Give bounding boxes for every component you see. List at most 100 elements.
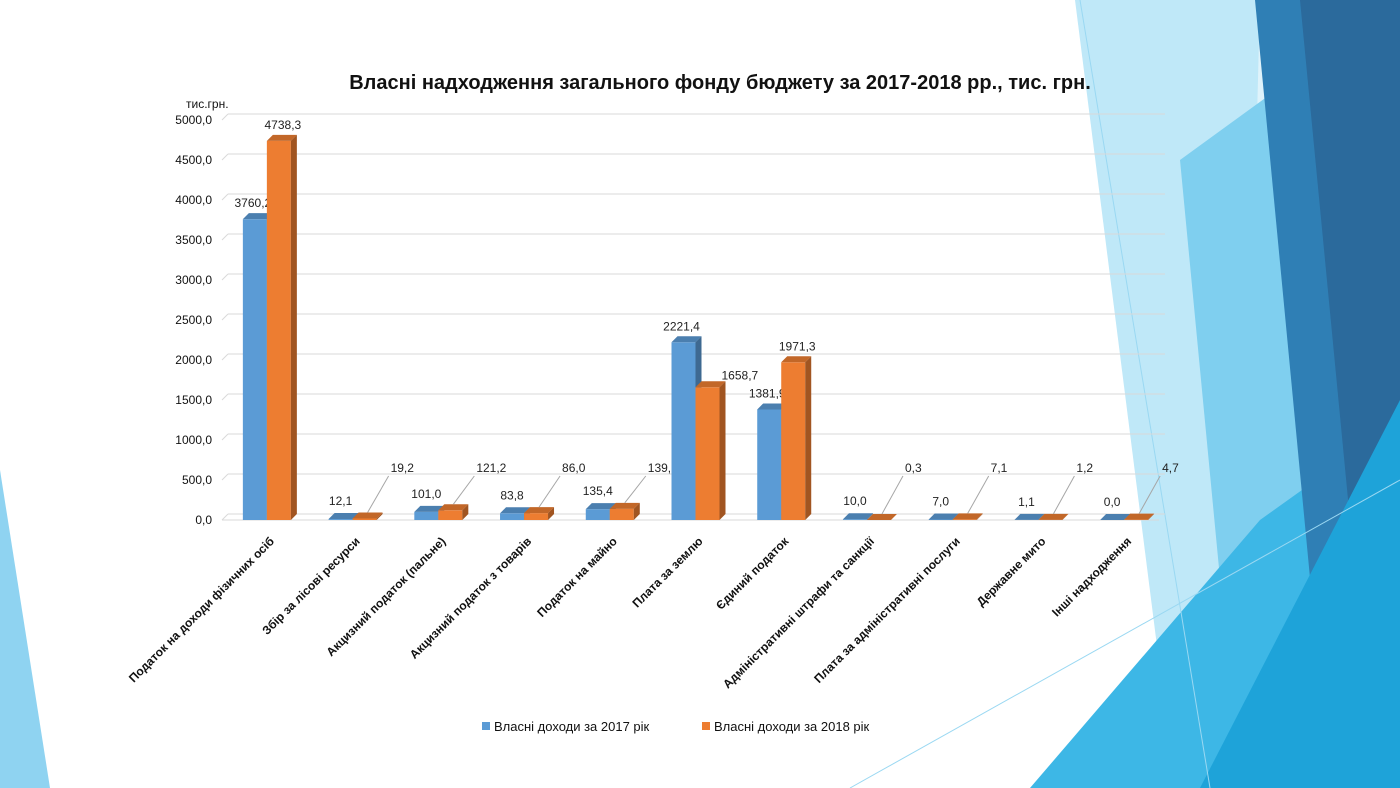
data-label-2018: 7,1 [991,461,1008,475]
bar-top-2018 [352,512,383,519]
bar-side-2018 [719,381,726,520]
gridline-depth [221,233,229,241]
x-category-label: Збір за лісові ресурси [259,534,362,637]
data-label-2017: 1381,9 [749,386,786,400]
legend-label-2017: Власні доходи за 2017 рік [494,719,650,734]
x-category-label: Єдиний податок [713,534,792,613]
bar-top-2017 [757,403,788,410]
bar-top-2018 [695,381,726,388]
data-label-2018: 1971,3 [779,339,816,353]
data-label-2018: 1658,7 [722,368,759,382]
gridline-depth [221,353,229,361]
bar-top-2017 [1100,514,1131,520]
bar-side-2018 [890,513,897,520]
decor-shape-left [0,470,50,788]
bar-top-2018 [781,356,812,363]
y-tick-label: 4000,0 [175,193,212,207]
y-tick-label: 4500,0 [175,153,212,167]
bar-top-2017 [928,513,959,520]
bar-side-2018 [290,134,297,520]
x-category-label: Плата за адміністративні послуги [811,534,963,686]
bar-top-2017 [842,513,873,520]
x-category-label: Державне мито [974,534,1049,609]
data-label-leader [881,475,904,515]
legend-item-2017: Власні доходи за 2017 рік [482,719,649,734]
y-tick-label: 1500,0 [175,393,212,407]
bar-top-2018 [609,502,640,509]
x-category-label: Податок на майно [534,534,620,620]
bar-side-2017 [866,513,873,520]
x-category-label: Податок на доходи фізичних осіб [126,534,277,685]
bar-top-2017 [1014,513,1045,520]
bar-top-2017 [414,505,445,512]
bar-2018 [266,140,291,520]
y-tick-label: 3500,0 [175,233,212,247]
data-label-2017: 12,1 [329,494,353,508]
bar-top-2017 [242,213,273,220]
data-label-2017: 2221,4 [663,319,700,333]
y-tick-label: 500,0 [182,473,212,487]
data-label-2017: 135,4 [583,484,613,498]
data-label-2017: 7,0 [932,494,949,508]
bar-2017 [242,219,267,520]
decor-shape-navy [1300,0,1400,520]
data-label-leader [624,475,647,504]
data-label-2018: 86,0 [562,461,586,475]
gridline-depth [221,473,229,481]
data-label-2017: 3760,2 [235,196,272,210]
bar-side-2018 [1148,513,1155,520]
data-label-2018: 4738,3 [265,118,302,132]
y-axis-unit-label: тис.грн. [186,97,229,111]
bar-top-2017 [328,513,359,520]
bar-2017 [928,519,953,520]
data-label-leader [367,475,390,513]
legend-swatch-2018 [702,722,710,730]
bar-2017 [585,509,610,520]
bar-side-2018 [376,512,383,520]
y-tick-label: 5000,0 [175,113,212,127]
data-label-2018: 4,7 [1162,461,1179,475]
gridline-depth [221,433,229,441]
legend-item-2018: Власні доходи за 2018 рік [702,719,869,734]
bar-side-2018 [805,356,812,520]
bar-2018 [352,518,377,520]
bar-side-2018 [1062,513,1069,520]
gridline-depth [221,513,229,521]
y-tick-label: 2000,0 [175,353,212,367]
bar-2017 [328,519,353,520]
data-label-2018: 19,2 [391,461,415,475]
y-tick-label: 2500,0 [175,313,212,327]
bar-top-2018 [866,513,897,520]
gridline-depth [221,113,229,121]
bar-2017 [757,409,782,520]
bar-top-2018 [952,513,983,520]
data-label-2018: 139,2 [648,461,678,475]
chart-title: Власні надходження загального фонду бюдж… [349,72,1091,94]
gridline-depth [221,193,229,201]
bar-top-2017 [585,503,616,510]
bar-top-2018 [524,507,555,514]
x-category-label: Плата за землю [629,534,705,610]
bar-side-2018 [633,502,640,520]
bar-2018 [781,362,806,520]
bar-2018 [695,387,720,520]
gridline-depth [221,393,229,401]
data-label-2017: 0,0 [1104,495,1121,509]
decor-line [849,479,1400,788]
gridline-depth [221,313,229,321]
bar-2018 [952,519,977,520]
bar-top-2018 [438,504,469,511]
bar-side-2018 [548,507,555,520]
gridline-depth [221,153,229,161]
data-label-leader [1052,475,1075,515]
bar-top-2017 [671,336,702,343]
legend-swatch-2017 [482,722,490,730]
bar-side-2018 [462,504,469,520]
bar-top-2018 [266,134,297,141]
y-tick-label: 1000,0 [175,433,212,447]
data-label-leader [452,475,475,505]
bar-2018 [609,508,634,520]
bar-2017 [842,519,867,520]
